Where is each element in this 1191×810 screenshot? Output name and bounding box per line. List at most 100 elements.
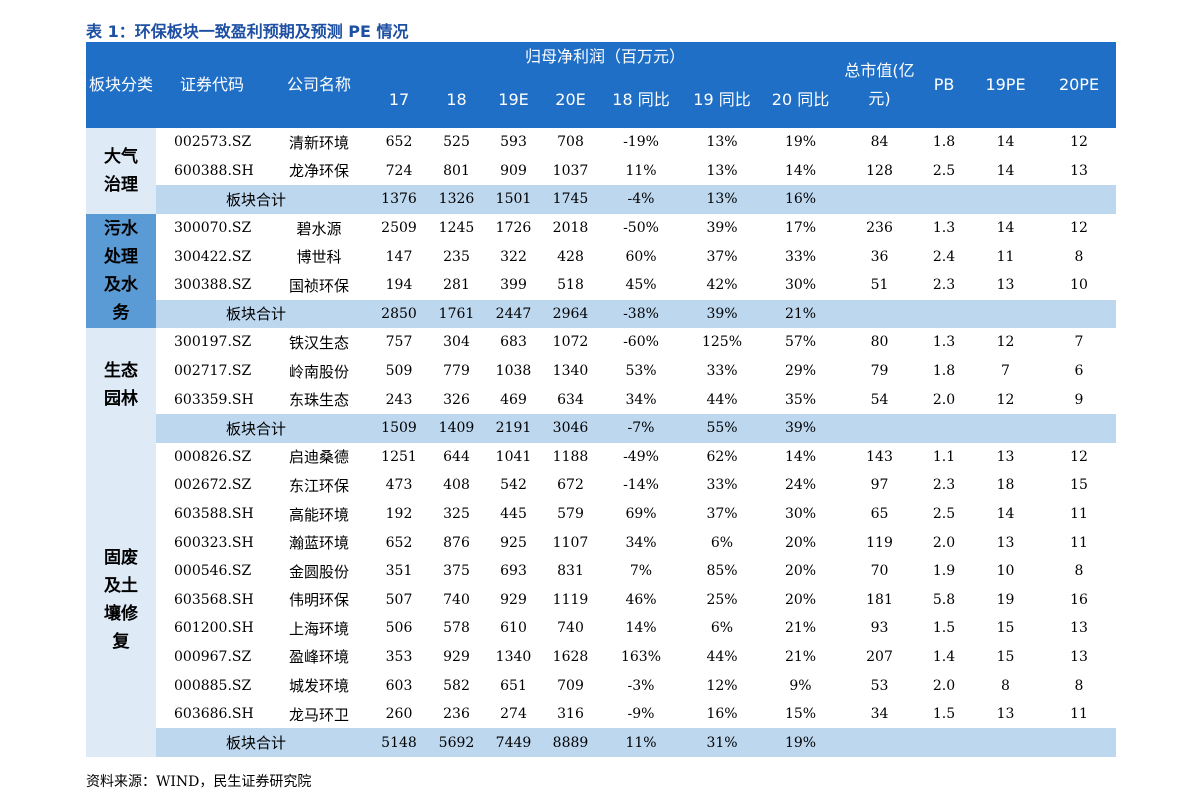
table-cell: 19% [784,134,817,151]
table-cell: 469 [500,391,527,408]
table-row: 601200.SH 上海环境 506 578 610 740 14% 6% 21% 93 1.5 15… [86,614,1116,643]
table-cell: 610 [500,620,527,637]
table-cell: 15% [784,706,817,723]
table-cell: 779 [443,363,470,380]
table-cell: 1726 [495,220,532,237]
table-cell: 1.5 [932,620,956,637]
table-cell: -9% [627,706,655,723]
table-cell: 603 [385,677,413,694]
table-cell: 634 [557,391,584,408]
subtotal-cell: 1326 [428,185,485,214]
subtotal-cell: 55% [683,413,761,443]
subtotal-cell: 13% [683,185,761,214]
table-cell: 1.5 [932,706,956,723]
table-cell: 652 [385,534,413,551]
table-cell: -3% [627,677,655,694]
table-row: 固废及土壤修复 000826.SZ 启迪桑德 1251 644 1041 1188 -49% 6… [86,442,1116,758]
sector-label: 大气治理 [86,128,156,214]
table-cell: 163% [620,648,662,665]
subtotal-cell: 2191 [485,413,542,443]
header-mktcap: 总市值(亿元) [840,42,919,128]
table-cell: 33% [784,248,817,265]
header-profit-group: 归母净利润（百万元） [370,42,840,71]
table-cell: 2.4 [932,248,956,265]
subtotal-cell: 19% [761,728,840,758]
table-cell: 80 [870,334,889,351]
subtotal-label: 板块合计 [156,299,370,329]
table-cell: 79 [870,363,889,380]
security-code: 601200.SH [174,620,254,637]
subtotal-cell [919,728,969,758]
table-cell: 11 [996,248,1015,265]
security-code: 000546.SZ [174,563,252,580]
table-cell: 2.3 [932,277,956,294]
company-name: 瀚蓝环境 [288,534,349,553]
table-row: 000885.SZ 城发环境 603 582 651 709 -3% 12% 9% 53 2.0 8 8 [86,671,1116,700]
table-cell: 579 [557,506,584,523]
table-cell: 1628 [552,648,589,665]
table-cell: 7 [1074,334,1084,351]
subtotal-cell [840,299,919,329]
table-cell: 14% [625,620,657,637]
table-cell: 506 [385,620,413,637]
table-cell: 30% [784,506,817,523]
table-cell: 1.8 [932,363,956,380]
table-cell: 35% [784,391,817,408]
subtotal-cell: 16% [761,185,840,214]
table-cell: 13 [996,277,1015,294]
table-cell: 1.1 [932,448,956,465]
subtotal-cell [969,413,1042,443]
table-cell: 8 [1074,563,1084,580]
security-code: 300197.SZ [174,334,252,351]
table-cell: 13 [1070,648,1088,665]
table-cell: 316 [557,706,584,723]
subtotal-cell: -38% [599,299,683,329]
subtotal-label: 板块合计 [156,413,370,443]
subtotal-cell: 1509 [370,413,428,443]
security-code: 002717.SZ [174,363,252,380]
table-row: 生态园林 300197.SZ 铁汉生态 757 304 683 1072 -60% 125% 57… [86,328,1116,443]
company-name: 启迪桑德 [288,448,349,467]
table-cell: 929 [443,648,470,665]
table-cell: 644 [443,448,470,465]
table-cell: 11 [1070,534,1088,551]
header-code: 证券代码 [156,42,268,128]
subtotal-cell [969,185,1042,214]
table-cell: 12 [1070,220,1088,237]
table-cell: 236 [443,706,470,723]
table-cell: 582 [443,677,470,694]
table-cell: 831 [557,563,584,580]
subtotal-cell: 1745 [542,185,599,214]
table-row: 002672.SZ 东江环保 473 408 542 672 -14% 33% 24% 97 2.3… [86,471,1116,500]
table-cell: 6% [710,534,734,551]
table-row: 污水处理及水务 300070.SZ 碧水源 2509 1245 1726 2018 -50% 3… [86,213,1116,329]
company-name: 城发环境 [288,677,349,696]
table-cell: 24% [784,477,817,494]
table-cell: 509 [385,363,413,380]
company-name: 岭南股份 [288,362,349,381]
sector-label: 污水处理及水务 [86,213,156,329]
subtotal-cell: 39% [683,299,761,329]
header-profit-20e: 20E [542,71,599,128]
table-cell: 2509 [381,220,417,237]
table-cell: 15 [996,648,1015,665]
security-code: 000885.SZ [174,677,252,694]
table-cell: 34% [625,534,657,551]
table-cell: 13 [1070,620,1088,637]
table-cell: 12 [996,334,1015,351]
table-cell: 34 [870,706,889,723]
table-cell: 542 [500,477,527,494]
table-cell: 60% [625,248,657,265]
header-profit-17: 17 [370,71,428,128]
subtotal-cell: 2447 [485,299,542,329]
table-cell: 16% [706,706,738,723]
table-cell: 46% [625,591,657,608]
table-cell: 14 [996,220,1015,237]
table-cell: 19 [996,591,1015,608]
table-cell: 13 [996,534,1015,551]
table-cell: 375 [443,563,470,580]
table-cell: 2018 [552,220,589,237]
table-cell: 51 [870,277,889,294]
company-name: 上海环境 [288,619,349,638]
table-cell: 7 [1001,363,1010,380]
